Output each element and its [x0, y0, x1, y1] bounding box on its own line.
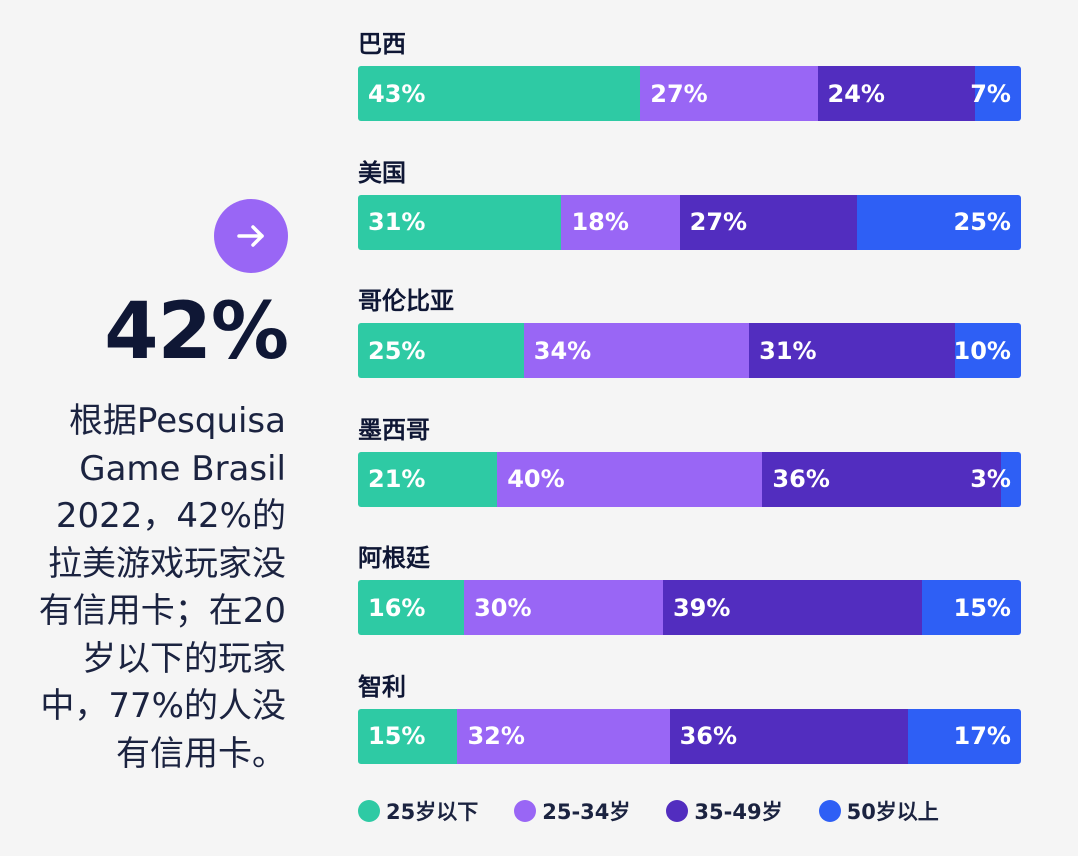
data-label: 10%	[953, 336, 1011, 365]
arrow-right-icon	[237, 225, 264, 247]
legend-item: 25岁以下	[358, 796, 478, 826]
chart-legend: 25岁以下 25-34岁 35-49岁 50岁以上	[358, 796, 975, 826]
data-label: 31%	[759, 336, 817, 365]
bar-segment: 31%	[749, 323, 956, 378]
stacked-bar-row: 43% 27% 24% 7%	[358, 66, 1021, 121]
data-label: 34%	[533, 336, 592, 365]
arrow-button[interactable]	[214, 199, 288, 273]
bar-segment: 31%	[358, 194, 563, 250]
data-label: 25%	[953, 208, 1011, 236]
bar-segment: 15%	[921, 580, 1021, 635]
legend-label: 25岁以下	[386, 800, 479, 824]
bar-segment: 10%	[953, 323, 1021, 378]
legend-swatch	[358, 800, 380, 822]
bar-segment: 16%	[358, 580, 466, 635]
bar-segment: 40%	[497, 451, 764, 507]
bar-segment: 21%	[358, 451, 499, 507]
data-label: 15%	[368, 722, 426, 750]
data-label: 25%	[368, 336, 426, 365]
legend-swatch	[514, 800, 537, 822]
country-label: 巴西	[358, 30, 406, 58]
stat-description: 根据Pesquisa Game Brasil 2022，42%的拉美游戏玩家没有…	[38, 401, 286, 774]
bar-segment: 32%	[457, 708, 671, 764]
stacked-bar-row: 21% 40% 36% 3%	[358, 451, 1021, 507]
data-label: 32%	[467, 722, 525, 750]
bar-segment: 7%	[970, 66, 1021, 121]
bar-segment: 36%	[762, 451, 1003, 507]
data-label: 43%	[368, 79, 426, 108]
country-label: 阿根廷	[358, 544, 430, 572]
data-label: 27%	[650, 79, 708, 108]
bar-segment: 36%	[669, 708, 910, 764]
data-label: 21%	[368, 465, 426, 493]
bar-segment: 24%	[817, 66, 977, 121]
country-label: 墨西哥	[358, 415, 430, 444]
bar-segment: 27%	[679, 194, 858, 250]
data-label: 39%	[672, 593, 731, 622]
legend-label: 35-49岁	[694, 800, 783, 824]
stacked-bar-row: 15% 32% 36% 17%	[358, 708, 1021, 764]
legend-swatch	[666, 800, 689, 822]
legend-label: 50岁以上	[846, 800, 939, 824]
data-label: 36%	[772, 465, 830, 493]
data-label: 7%	[970, 79, 1011, 108]
legend-swatch	[818, 800, 841, 822]
data-label: 15%	[953, 593, 1011, 622]
stacked-bar-row: 25% 34% 31% 10%	[358, 323, 1021, 378]
data-label: 3%	[970, 465, 1011, 493]
data-label: 18%	[571, 208, 629, 236]
bar-segment: 43%	[358, 66, 642, 121]
bar-segment: 15%	[358, 708, 459, 764]
data-label: 36%	[679, 722, 738, 750]
bar-segment: 39%	[662, 580, 923, 635]
legend-item: 35-49岁	[666, 796, 783, 826]
legend-item: 25-34岁	[514, 796, 630, 826]
bar-segment: 3%	[970, 451, 1021, 507]
bar-segment: 27%	[640, 66, 819, 121]
stacked-bar-row: 31% 18% 27% 25%	[358, 194, 1021, 250]
bar-segment: 17%	[908, 708, 1021, 764]
legend-item: 50岁以上	[818, 796, 939, 826]
bar-segment: 18%	[561, 194, 681, 250]
data-label: 16%	[368, 593, 426, 622]
stacked-bar-row: 16% 30% 39% 15%	[358, 580, 1021, 635]
bar-segment: 25%	[358, 323, 525, 378]
big-stat: 42%	[104, 287, 289, 377]
bar-segment: 34%	[523, 323, 751, 378]
country-label: 智利	[358, 672, 406, 701]
data-label: 40%	[507, 465, 565, 493]
data-label: 30%	[474, 593, 532, 622]
legend-label: 25-34岁	[542, 800, 631, 824]
data-label: 17%	[953, 722, 1011, 750]
country-label: 哥伦比亚	[358, 287, 454, 315]
country-label: 美国	[358, 158, 406, 187]
bar-segment: 30%	[464, 580, 664, 635]
data-label: 24%	[827, 79, 885, 108]
data-label: 27%	[689, 208, 748, 236]
bar-segment: 25%	[856, 194, 1021, 250]
data-label: 31%	[368, 208, 426, 236]
